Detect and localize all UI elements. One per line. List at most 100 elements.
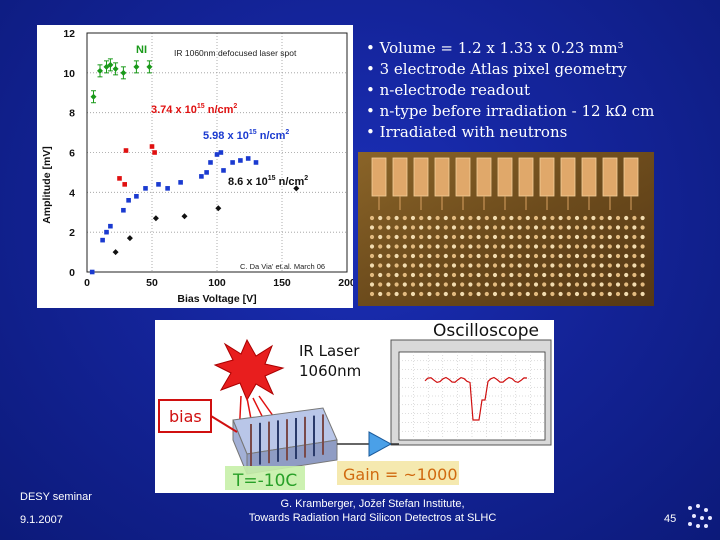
data-point [230, 160, 235, 165]
electrode-dot [525, 291, 530, 297]
bond-pad [560, 157, 576, 197]
laser-label-line1: IR Laser [299, 342, 360, 360]
electrode-dot [427, 253, 432, 259]
electrode-dot [558, 234, 563, 240]
chart-points [89, 58, 300, 275]
electrode-dot [542, 282, 547, 287]
credit-label: C. Da Via' et.al. March 06 [240, 262, 325, 271]
electrode-dot [419, 253, 424, 259]
electrode-dot [542, 244, 547, 249]
electrode-dot [517, 291, 522, 297]
electrode-dot [419, 263, 424, 268]
series2-label-pow: 2 [233, 103, 237, 110]
data-point [221, 168, 226, 173]
electrode-dot [419, 272, 424, 278]
electrode-dot [386, 272, 391, 278]
electrode-dot [443, 225, 448, 230]
electrode-dot [378, 215, 383, 221]
data-point [165, 186, 170, 191]
chart-svg: 0 2 4 6 8 10 12 0 50 100 150 200 NI IR 1060nm defoc… [41, 28, 353, 305]
electrode-dot [419, 244, 424, 249]
temperature-label: T=-10C [232, 471, 297, 491]
electrode-dot [599, 272, 604, 278]
electrode-dot [632, 282, 637, 287]
electrode-dot [509, 244, 514, 249]
bond-pad [392, 157, 408, 197]
electrode-dot [476, 234, 481, 240]
data-point [112, 249, 119, 256]
data-point [156, 182, 161, 187]
electrode-dot [369, 291, 375, 297]
chip-electrode-grid [369, 215, 645, 297]
electrode-dot [591, 291, 596, 297]
electrode-dot [632, 234, 637, 240]
electrode-dot [402, 215, 407, 221]
y-tick-label: 8 [69, 108, 75, 120]
electrode-dot [410, 282, 416, 287]
data-point [293, 185, 300, 192]
electrode-dot [394, 291, 399, 297]
page-number: 45 [664, 513, 677, 525]
electrode-dot [615, 215, 621, 221]
electrode-dot [501, 215, 506, 221]
data-point [208, 160, 213, 165]
electrode-dot [640, 272, 645, 278]
electrode-dot [460, 215, 465, 221]
data-point [133, 63, 140, 70]
electrode-dot [533, 234, 539, 240]
electrode-dot [460, 244, 465, 249]
footer-author-line2: Towards Radiation Hard Silicon Detectros… [248, 512, 497, 524]
electrode-dot [624, 225, 629, 230]
electrode-dot [542, 263, 547, 268]
bond-pad [455, 157, 471, 197]
electrode-dot [394, 244, 399, 249]
data-point [253, 160, 259, 165]
electrode-dot [640, 282, 645, 287]
bond-pad [413, 157, 429, 197]
series2-label-base: 3.74 x 10 [151, 104, 197, 116]
bullet-item: • n-electrode readout [366, 81, 531, 99]
data-point [121, 207, 126, 213]
electrode-dot [435, 291, 440, 297]
electrode-dot [378, 253, 383, 259]
logo-dots [688, 504, 712, 528]
electrode-dot [468, 272, 473, 278]
electrode-dot [558, 244, 563, 249]
electrode-dot [394, 272, 399, 278]
electrode-dot [460, 263, 465, 268]
electrode-dot [509, 234, 514, 240]
electrode-dot [451, 291, 457, 297]
electrode-dot [484, 215, 489, 221]
series4-label-base: 8.6 x 10 [228, 176, 268, 188]
electrode-dot [607, 225, 612, 230]
electrode-dot [369, 263, 375, 268]
electrode-dot [492, 253, 498, 259]
electrode-dot [533, 263, 539, 268]
electrode-dot [509, 282, 514, 287]
electrode-dot [509, 253, 514, 259]
electrode-dot [583, 272, 588, 278]
electrode-dot [419, 282, 424, 287]
electrode-dot [460, 282, 465, 287]
electrode-dot [542, 272, 547, 278]
data-point [123, 148, 129, 153]
electrode-dot [492, 272, 498, 278]
electrode-dot [484, 272, 489, 278]
electrode-dot [378, 225, 383, 230]
data-point [108, 223, 113, 229]
electrode-dot [599, 253, 604, 259]
electrode-dot [624, 272, 629, 278]
data-point [97, 67, 103, 74]
electrode-dot [591, 263, 596, 268]
electrode-dot [443, 263, 448, 268]
electrode-dot [624, 263, 629, 268]
electrode-dot [386, 291, 391, 297]
electrode-dot [533, 225, 539, 230]
bias-box [158, 399, 212, 433]
electrode-dot [460, 253, 465, 259]
electrode-dot [624, 215, 629, 221]
electrode-dot [591, 244, 596, 249]
electrode-dot [558, 282, 563, 287]
electrode-dot [632, 291, 637, 297]
bullet-item: • n-type before irradiation - 12 kΩ cm [366, 102, 655, 120]
